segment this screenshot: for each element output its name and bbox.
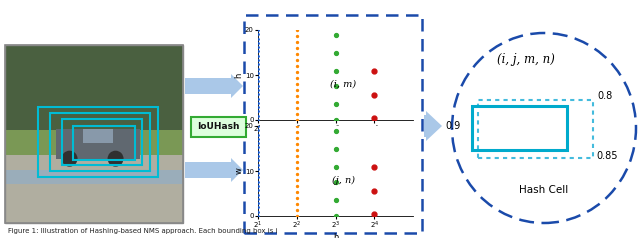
FancyBboxPatch shape [191, 116, 246, 137]
Circle shape [108, 151, 124, 167]
Text: 0.9: 0.9 [445, 121, 461, 131]
Bar [72, 126, 134, 160]
Y-axis label: w: w [234, 168, 243, 174]
Text: IoUHash: IoUHash [196, 122, 239, 131]
Bar [38, 107, 157, 177]
X-axis label: h: h [333, 233, 338, 238]
X-axis label: w: w [332, 137, 339, 146]
Bar [5, 45, 183, 223]
Polygon shape [426, 111, 442, 141]
Y-axis label: h: h [234, 72, 243, 78]
FancyBboxPatch shape [185, 78, 231, 94]
Bar [478, 100, 593, 158]
Bar [83, 129, 113, 143]
Bar [5, 130, 183, 155]
Text: 0.8: 0.8 [597, 91, 612, 101]
Bar [5, 155, 183, 223]
Bar [61, 119, 141, 165]
Bar [472, 106, 567, 150]
Bar [5, 170, 183, 184]
Text: Figure 1: Illustration of Hashing-based NMS approach. Each bounding box is i: Figure 1: Illustration of Hashing-based … [8, 228, 278, 234]
FancyBboxPatch shape [185, 162, 231, 178]
Polygon shape [231, 74, 243, 98]
Bar [49, 113, 150, 171]
FancyBboxPatch shape [424, 115, 426, 137]
Circle shape [61, 151, 77, 167]
Polygon shape [231, 158, 243, 182]
Bar [5, 45, 183, 130]
Bar [244, 15, 422, 233]
Bar [5, 45, 183, 223]
Text: 0.85: 0.85 [596, 151, 618, 161]
Text: (i, j, m, n): (i, j, m, n) [497, 54, 555, 66]
Text: Hash Cell: Hash Cell [520, 185, 568, 195]
Bar [56, 129, 140, 159]
Text: (j, n): (j, n) [332, 175, 355, 184]
Ellipse shape [452, 33, 636, 223]
Text: (i, m): (i, m) [330, 79, 356, 89]
